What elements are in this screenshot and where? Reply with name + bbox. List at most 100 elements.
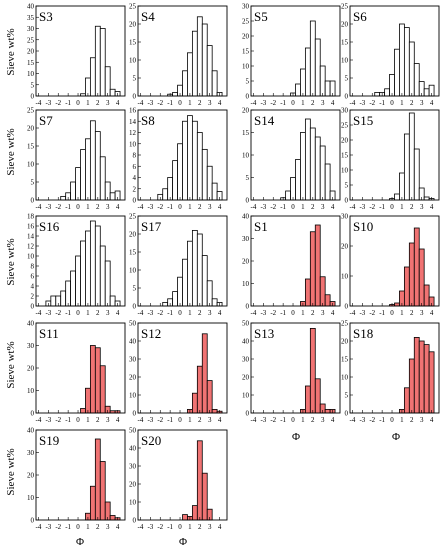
- bar-s20-12: [196, 440, 203, 521]
- x-tick-label-s6: 2: [410, 99, 414, 107]
- x-tick-label-s13: 3: [321, 416, 325, 424]
- bar-s12-12: [196, 365, 203, 414]
- panel-label-s4: S4: [141, 9, 155, 24]
- x-tick-label-s7: -4: [36, 203, 42, 211]
- bar-s4-11: [191, 30, 198, 97]
- x-tick-label-s4: 4: [218, 99, 222, 107]
- x-tick-label-s12: 4: [218, 416, 222, 424]
- x-tick-label-s20: -4: [138, 523, 144, 531]
- bar-s16-15: [109, 295, 116, 307]
- bar-s3-12: [94, 25, 101, 97]
- x-tick-label-s14: -1: [280, 203, 286, 211]
- bar-s17-9: [182, 258, 188, 307]
- x-tick-label-s12: 3: [208, 416, 212, 424]
- x-tick-label-s3: 0: [76, 99, 80, 107]
- bar-s6-8: [389, 74, 395, 97]
- panel-label-s5: S5: [254, 9, 268, 24]
- y-tick-label-s13: 50: [242, 320, 250, 328]
- y-tick-label-s8: 8: [133, 152, 137, 160]
- y-tick-label-s17: 25: [129, 213, 137, 221]
- x-axis-title-s18: Φ: [392, 431, 400, 443]
- bar-s8-11: [191, 120, 198, 201]
- bar-s15-9: [394, 193, 400, 201]
- x-tick-label-s17: -1: [167, 309, 173, 317]
- x-tick-label-s16: -1: [65, 309, 71, 317]
- bar-s11-13: [99, 365, 106, 414]
- bar-s14-13: [314, 136, 321, 201]
- x-tick-label-s8: 1: [188, 203, 192, 211]
- bar-s8-10: [187, 115, 193, 201]
- bar-s20-11: [191, 505, 198, 521]
- bar-s1-13: [314, 224, 321, 307]
- bar-s8-15: [211, 182, 218, 201]
- bar-s16-14: [104, 260, 111, 307]
- bar-s6-12: [408, 41, 415, 97]
- y-tick-label-s12: 50: [129, 320, 137, 328]
- x-tick-label-s16: -3: [45, 309, 51, 317]
- x-tick-label-s16: 1: [86, 309, 90, 317]
- x-tick-label-s14: 1: [301, 203, 305, 211]
- y-tick-label-s12: 30: [129, 356, 137, 364]
- bar-s3-14: [104, 66, 111, 97]
- y-tick-label-s15: 20: [341, 137, 349, 145]
- y-axis-title-row-2: Sieve wt%: [5, 128, 17, 175]
- bar-s3-11: [89, 57, 96, 97]
- panel-label-s13: S13: [254, 326, 274, 341]
- x-tick-label-s7: 1: [86, 203, 90, 211]
- y-tick-label-s5: 5: [246, 78, 250, 86]
- x-tick-label-s20: 0: [178, 523, 182, 531]
- x-tick-label-s6: -4: [350, 99, 356, 107]
- x-tick-label-s5: 2: [311, 99, 315, 107]
- y-tick-label-s5: 30: [242, 3, 250, 11]
- y-tick-label-s13: 10: [242, 392, 250, 400]
- panel-label-s6: S6: [353, 9, 367, 24]
- x-tick-label-s13: -1: [280, 416, 286, 424]
- y-tick-label-s15: 25: [341, 122, 349, 130]
- y-tick-label-s16: 4: [31, 283, 35, 291]
- x-tick-label-s10: 3: [420, 309, 424, 317]
- bar-s10-11: [403, 266, 410, 307]
- x-tick-label-s15: 4: [430, 203, 434, 211]
- x-tick-label-s5: 0: [291, 99, 295, 107]
- x-tick-label-s3: -3: [45, 99, 51, 107]
- x-tick-label-s3: 1: [86, 99, 90, 107]
- y-tick-label-s7: 10: [27, 161, 35, 169]
- x-tick-label-s7: 2: [96, 203, 100, 211]
- bar-s12-14: [206, 380, 213, 414]
- y-tick-label-s18: 5: [345, 392, 349, 400]
- y-tick-label-s14: 10: [242, 152, 250, 160]
- x-tick-label-s10: -2: [369, 309, 375, 317]
- axes-frame-s18: [349, 322, 440, 414]
- axes-frame-s10: [349, 215, 440, 307]
- bar-s12-11: [191, 392, 198, 414]
- bar-s4-10: [187, 52, 193, 97]
- x-tick-label-s12: -1: [167, 416, 173, 424]
- x-tick-label-s15: 3: [420, 203, 424, 211]
- x-tick-label-s4: -1: [167, 99, 173, 107]
- x-tick-label-s6: -3: [359, 99, 365, 107]
- bar-s13-11: [304, 385, 311, 414]
- x-tick-label-s7: 3: [106, 203, 110, 211]
- x-tick-label-s19: -4: [36, 523, 42, 531]
- y-tick-label-s6: 10: [341, 57, 349, 65]
- y-tick-label-s3: 25: [27, 36, 35, 44]
- y-tick-label-s1: 0: [246, 303, 250, 311]
- x-tick-label-s20: 4: [218, 523, 222, 531]
- y-tick-label-s15: 0: [345, 197, 349, 205]
- bar-s18-13: [413, 336, 420, 414]
- x-tick-label-s4: 1: [188, 99, 192, 107]
- x-tick-label-s1: 4: [331, 309, 335, 317]
- x-tick-label-s7: -3: [45, 203, 51, 211]
- x-tick-label-s19: 0: [76, 523, 80, 531]
- x-tick-label-s15: 0: [390, 203, 394, 211]
- x-tick-label-s1: -3: [260, 309, 266, 317]
- x-tick-label-s7: -1: [65, 203, 71, 211]
- bar-s11-10: [85, 387, 91, 414]
- x-axis-title-s20: Φ: [179, 536, 187, 548]
- axes-frame-s16: [35, 215, 126, 307]
- x-tick-label-s1: 3: [321, 309, 325, 317]
